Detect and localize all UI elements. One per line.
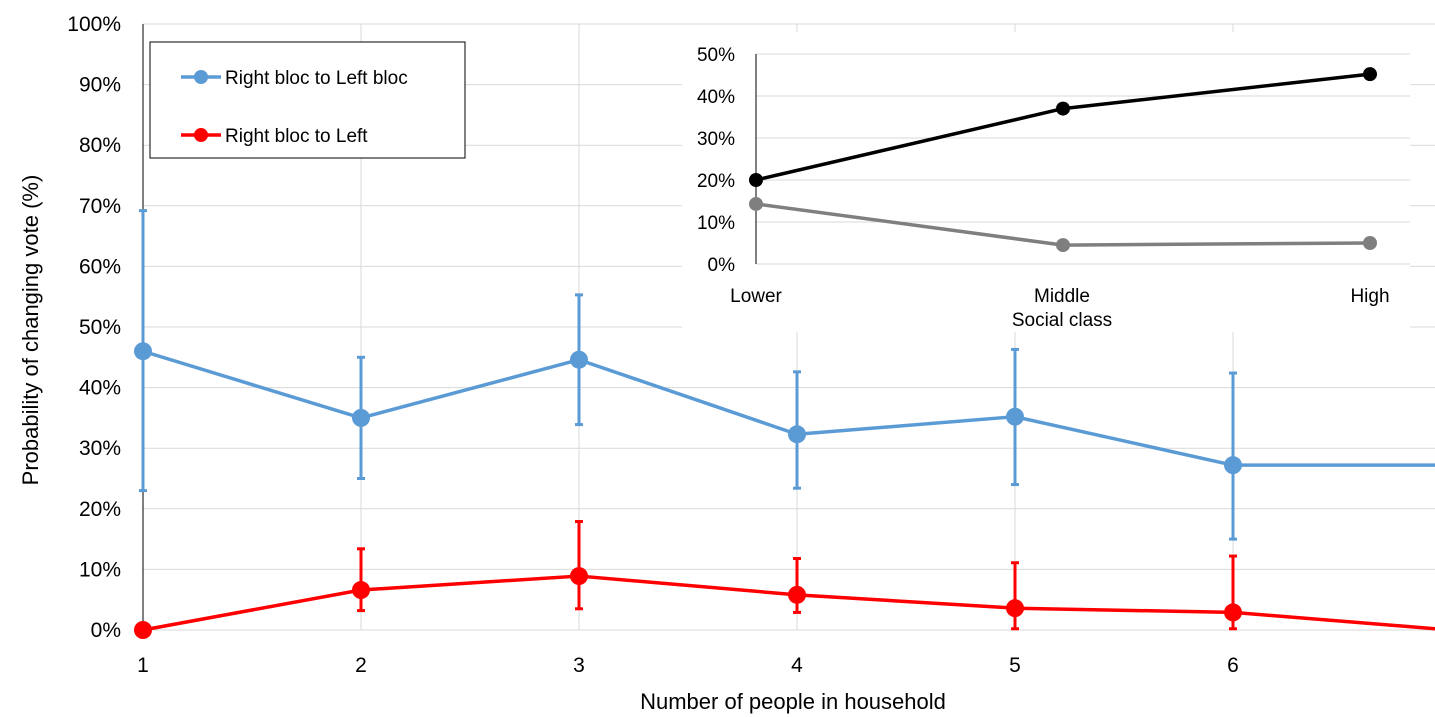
data-point xyxy=(1224,456,1242,475)
data-point xyxy=(788,585,806,604)
legend: Right bloc to Left bloc Right bloc to Le… xyxy=(149,41,466,159)
inset-x-tick-label: Middle xyxy=(1034,286,1090,307)
inset-data-point xyxy=(749,173,763,187)
x-tick-label: 1 xyxy=(137,654,149,677)
x-tick-label: 2 xyxy=(355,654,367,677)
data-point xyxy=(1006,407,1024,426)
series-line xyxy=(142,574,1435,632)
legend-swatch-marker xyxy=(194,128,208,142)
data-point xyxy=(1006,599,1024,618)
y-tick-label: 10% xyxy=(79,558,121,581)
data-point xyxy=(570,567,588,586)
inset-gridlines xyxy=(755,53,1410,265)
inset-data-point xyxy=(749,196,763,211)
y-tick-label: 90% xyxy=(79,74,121,97)
main-x-axis-label: Number of people in household xyxy=(640,689,946,714)
y-tick-label: 30% xyxy=(79,437,121,460)
data-point xyxy=(570,350,588,369)
inset-y-tick-label: 10% xyxy=(697,213,735,234)
y-tick-label: 50% xyxy=(79,316,121,339)
inset-data-point xyxy=(1363,67,1377,82)
x-tick-label: 3 xyxy=(573,654,585,677)
inset-y-tick-label: 20% xyxy=(697,171,735,192)
y-tick-label: 60% xyxy=(79,255,121,278)
legend-label: Right bloc to Left xyxy=(225,126,368,147)
legend-swatch-marker xyxy=(194,70,208,84)
y-tick-label: 0% xyxy=(91,619,121,642)
legend-label: Right bloc to Left bloc xyxy=(225,68,408,89)
y-tick-label: 80% xyxy=(79,134,121,157)
inset-data-point xyxy=(1056,238,1070,253)
main-plot-series xyxy=(134,209,1435,639)
y-tick-label: 40% xyxy=(79,377,121,400)
data-point xyxy=(352,581,370,600)
y-tick-label: 70% xyxy=(79,195,121,218)
main-y-tick-labels: 0% 10% 20% 30% 40% 50% 60% 70% 80% 90% 100% xyxy=(67,13,121,642)
main-y-axis-label: Probability of changing vote (%) xyxy=(18,175,43,486)
inset-x-tick-labels: Lower Middle High xyxy=(730,286,1389,307)
x-tick-label: 4 xyxy=(791,654,803,677)
data-point xyxy=(1224,603,1242,622)
y-tick-label: 100% xyxy=(67,13,121,36)
inset-plot-series xyxy=(749,67,1377,253)
inset-data-point xyxy=(1056,101,1070,116)
data-point xyxy=(134,621,152,639)
x-tick-label: 6 xyxy=(1227,654,1239,677)
data-point xyxy=(134,342,152,361)
main-x-tick-labels: 1 2 3 4 5 6 xyxy=(137,654,1239,677)
inset-data-point xyxy=(1363,236,1377,250)
inset-y-tick-label: 30% xyxy=(697,129,735,150)
inset-chart: 0% 10% 20% 30% 40% 50% Lower Middle High Social… xyxy=(682,32,1410,332)
y-tick-label: 20% xyxy=(79,498,121,521)
x-tick-label: 5 xyxy=(1009,654,1021,677)
inset-y-tick-label: 40% xyxy=(697,87,735,108)
inset-x-axis-label: Social class xyxy=(1012,310,1112,331)
inset-x-tick-label: High xyxy=(1350,286,1389,307)
data-point xyxy=(352,408,370,427)
data-point xyxy=(788,425,806,444)
inset-y-tick-labels: 0% 10% 20% 30% 40% 50% xyxy=(697,45,735,276)
inset-y-tick-label: 50% xyxy=(697,45,735,66)
inset-y-tick-label: 0% xyxy=(708,255,736,276)
inset-x-tick-label: Lower xyxy=(730,286,782,307)
